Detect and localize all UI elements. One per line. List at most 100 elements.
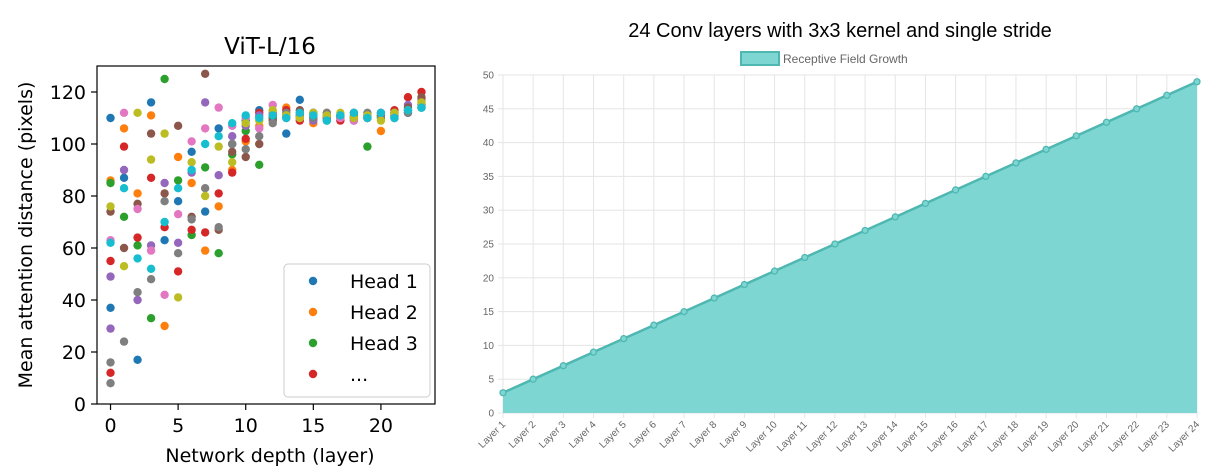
scatter-point xyxy=(349,108,359,118)
right-chart-title: 24 Conv layers with 3x3 kernel and singl… xyxy=(628,20,1052,42)
area-point xyxy=(770,267,779,275)
scatter-point xyxy=(173,210,183,219)
scatter-point xyxy=(214,171,223,180)
right-chart-legend: Receptive Field Growth xyxy=(740,51,908,66)
area-fill xyxy=(503,81,1197,413)
scatter-point xyxy=(295,108,304,118)
legend-label: Head 3 xyxy=(350,333,418,355)
area-point xyxy=(589,348,598,356)
left-chart-axes: 0 5 10 15 20 0 20 40 60 80 100 120 xyxy=(50,82,393,437)
scatter-point xyxy=(173,176,183,185)
scatter-point xyxy=(214,202,223,211)
x-tick-label: 5 xyxy=(172,415,184,437)
scatter-point xyxy=(146,98,156,107)
scatter-point xyxy=(160,197,169,206)
x-tick-label: Layer 7 xyxy=(658,419,690,451)
area-point xyxy=(891,213,899,221)
area-point xyxy=(921,199,930,208)
y-tick-label: 15 xyxy=(483,307,495,318)
area-point xyxy=(499,389,507,397)
x-tick-label: Layer 13 xyxy=(835,419,871,455)
scatter-point xyxy=(322,116,332,125)
legend-label: Head 1 xyxy=(350,271,418,293)
receptive-field-area-chart: 24 Conv layers with 3x3 kernel and singl… xyxy=(477,20,1203,455)
scatter-point xyxy=(187,178,196,188)
area-point xyxy=(1072,132,1080,140)
y-tick-label: 100 xyxy=(50,134,86,156)
legend-box xyxy=(283,263,431,398)
y-tick-label: 25 xyxy=(483,240,495,251)
scatter-point xyxy=(268,119,277,128)
legend-marker xyxy=(308,369,318,379)
scatter-point xyxy=(173,238,183,247)
scatter-point xyxy=(282,129,291,138)
scatter-point xyxy=(106,358,115,367)
scatter-point xyxy=(255,160,264,169)
left-chart-points xyxy=(106,69,426,388)
scatter-point xyxy=(282,113,291,123)
area-point xyxy=(559,362,567,370)
scatter-point xyxy=(309,111,318,120)
legend-marker xyxy=(308,276,318,286)
x-tick-label: Layer 18 xyxy=(986,419,1022,455)
scatter-point xyxy=(173,267,183,276)
scatter-point xyxy=(255,124,264,133)
scatter-point xyxy=(173,152,183,162)
scatter-point xyxy=(106,272,115,281)
scatter-point xyxy=(106,202,115,211)
area-point xyxy=(529,375,537,383)
scatter-point xyxy=(228,168,237,177)
scatter-point xyxy=(106,379,115,388)
scatter-point xyxy=(200,228,210,237)
legend-label: ... xyxy=(350,364,368,386)
y-tick-label: 45 xyxy=(483,104,495,115)
x-tick-label: Layer 23 xyxy=(1137,419,1173,455)
scatter-point xyxy=(133,233,142,242)
scatter-point xyxy=(133,355,142,364)
scatter-point xyxy=(214,103,223,112)
area-point xyxy=(620,334,628,343)
scatter-point xyxy=(106,256,115,266)
scatter-point xyxy=(119,108,129,118)
legend-label: Head 2 xyxy=(350,302,418,324)
scatter-point xyxy=(214,189,223,198)
x-tick-label: Layer 21 xyxy=(1076,419,1112,455)
scatter-point xyxy=(106,178,115,188)
area-point xyxy=(710,294,718,302)
left-chart-plot-frame xyxy=(96,65,436,405)
area-point xyxy=(951,186,960,194)
scatter-point xyxy=(146,155,156,164)
scatter-point xyxy=(228,132,237,141)
scatter-point xyxy=(133,288,142,297)
scatter-point xyxy=(119,124,129,133)
y-tick-label: 50 xyxy=(483,71,495,82)
x-tick-label: Layer 14 xyxy=(865,419,901,455)
scatter-point xyxy=(173,197,183,206)
scatter-point xyxy=(403,93,413,102)
scatter-point xyxy=(173,293,183,302)
right-chart-area xyxy=(499,78,1201,413)
scatter-point xyxy=(268,111,277,120)
area-point xyxy=(680,307,688,316)
scatter-point xyxy=(295,95,304,105)
scatter-point xyxy=(241,111,250,120)
scatter-point xyxy=(187,165,196,175)
scatter-point xyxy=(173,121,183,130)
scatter-point xyxy=(200,207,210,216)
scatter-point xyxy=(133,241,142,250)
scatter-point xyxy=(173,249,183,258)
scatter-point xyxy=(241,119,250,128)
y-tick-label: 35 xyxy=(483,172,495,183)
scatter-point xyxy=(255,139,264,149)
left-chart-title: ViT-L/16 xyxy=(224,34,316,60)
scatter-point xyxy=(119,337,129,346)
scatter-point xyxy=(363,113,372,123)
scatter-point xyxy=(106,368,115,377)
scatter-point xyxy=(133,295,142,305)
x-tick-label: Layer 2 xyxy=(507,419,539,451)
scatter-point xyxy=(146,129,156,138)
scatter-point xyxy=(200,246,210,255)
scatter-point xyxy=(106,238,115,247)
area-point xyxy=(650,321,658,329)
scatter-point xyxy=(146,246,156,255)
